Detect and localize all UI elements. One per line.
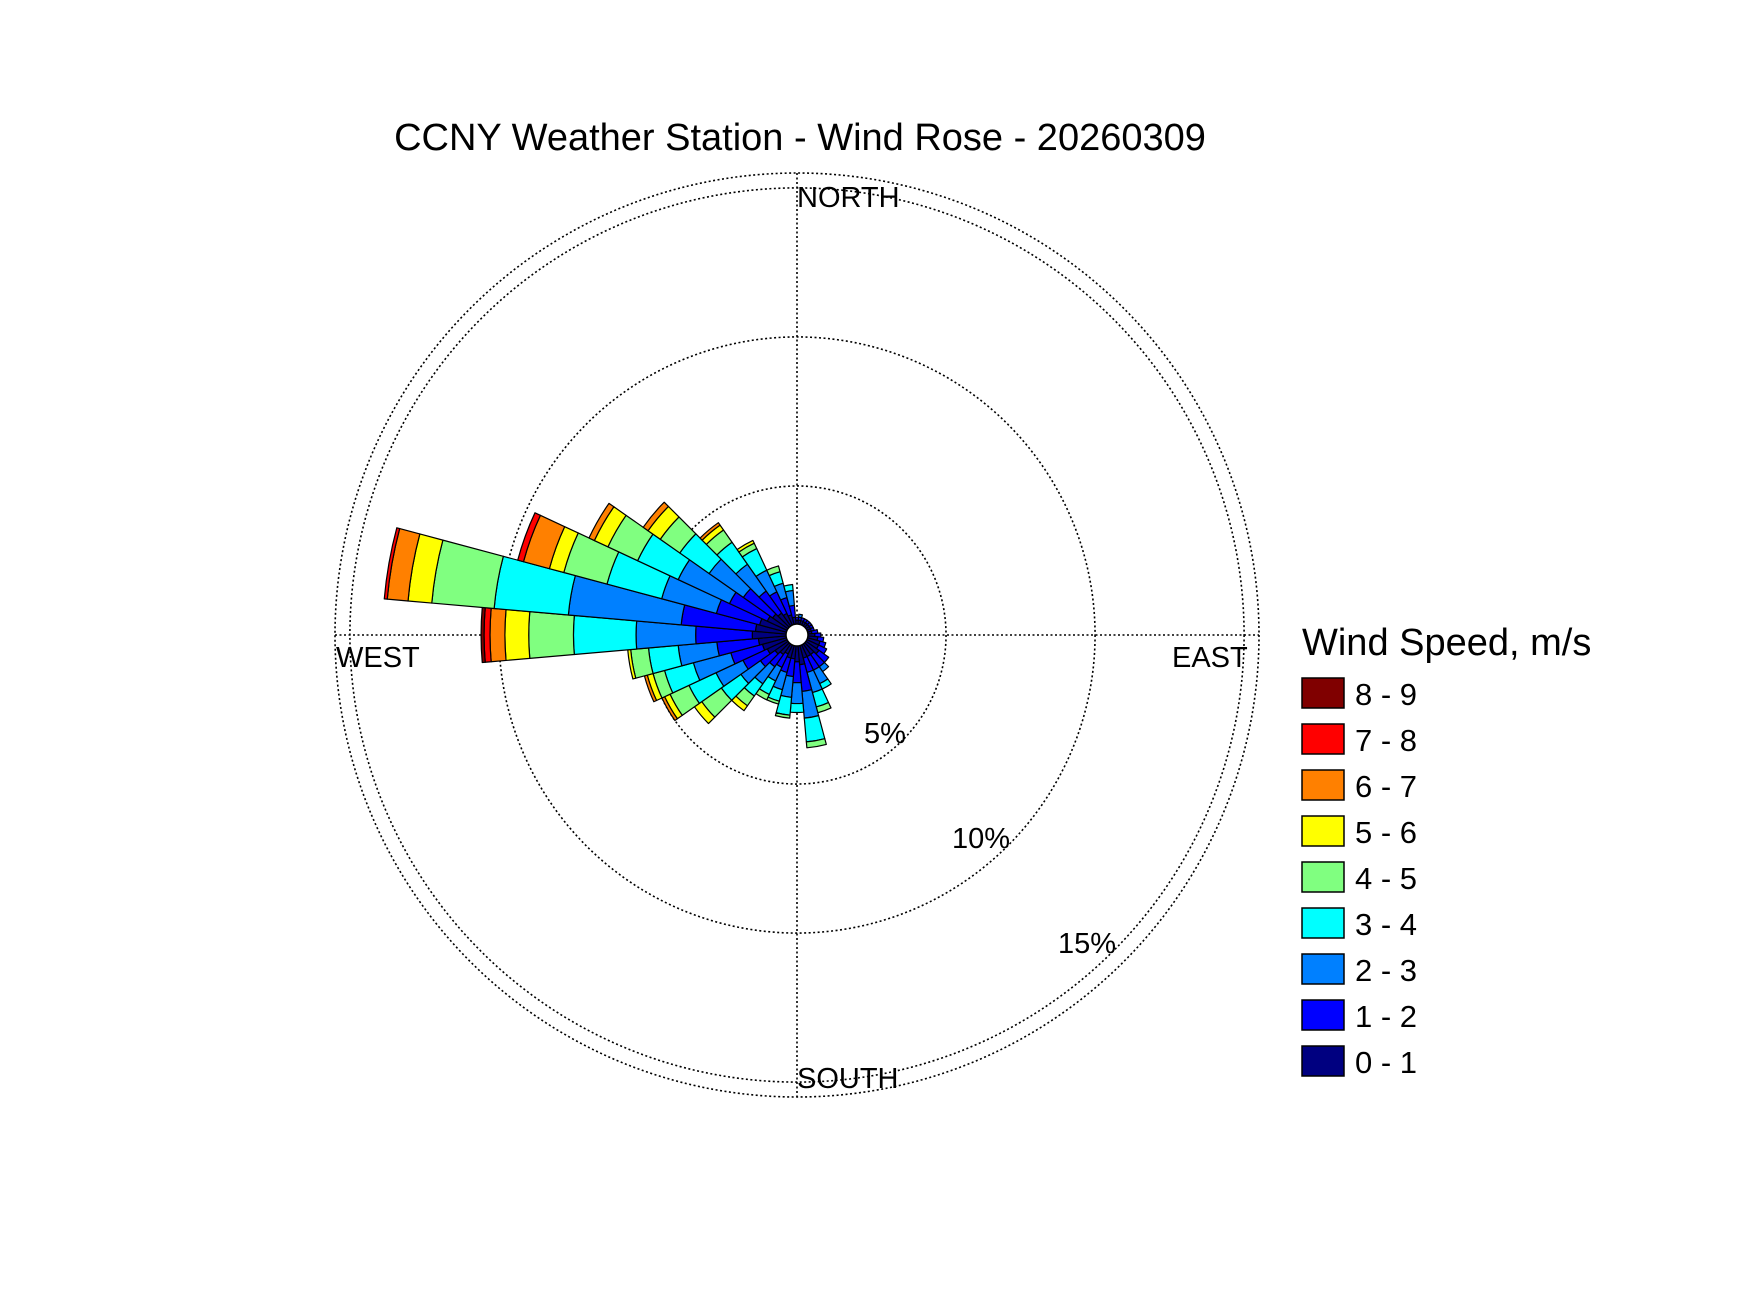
- legend-swatch: [1301, 861, 1345, 893]
- legend-label: 5 - 6: [1355, 815, 1417, 850]
- petal-330deg-bin-5: [736, 539, 755, 553]
- center-hole: [785, 623, 809, 647]
- ring-label-5: 5%: [864, 718, 906, 750]
- legend-swatch: [1301, 723, 1345, 755]
- petal-310deg-bin-6: [642, 501, 670, 532]
- legend-label: 8 - 9: [1355, 677, 1417, 712]
- petal-270deg-bin-4: [528, 611, 575, 659]
- direction-label-south: SOUTH: [797, 1063, 899, 1095]
- legend-title: Wind Speed, m/s: [1302, 622, 1591, 664]
- chart-title: CCNY Weather Station - Wind Rose - 20260…: [394, 117, 1206, 159]
- petal-280deg-bin-7: [383, 527, 401, 600]
- petal-170deg-bin-3: [803, 715, 826, 743]
- legend-swatch: [1301, 907, 1345, 939]
- legend-label: 0 - 1: [1355, 1045, 1417, 1080]
- petal-320deg-bin-6: [699, 522, 721, 541]
- ring-label-10: 10%: [952, 823, 1010, 855]
- petal-280deg-bin-4: [431, 539, 504, 610]
- petal-180deg-bin-3: [789, 702, 805, 714]
- petal-290deg-bin-7: [517, 512, 541, 563]
- ring-label-15: 15%: [1058, 928, 1116, 960]
- legend-swatch: [1301, 815, 1345, 847]
- legend-swatch: [1301, 677, 1345, 709]
- direction-label-west: WEST: [336, 642, 420, 674]
- legend-label: 1 - 2: [1355, 999, 1417, 1034]
- petal-300deg-bin-6: [588, 502, 615, 542]
- petal-170deg-bin-4: [805, 738, 827, 749]
- legend-swatch: [1301, 999, 1345, 1031]
- petal-270deg-bin-3: [572, 614, 638, 656]
- direction-label-north: NORTH: [797, 182, 900, 214]
- legend-label: 4 - 5: [1355, 861, 1417, 896]
- petal-10deg-bin-2: [797, 613, 803, 619]
- petal-190deg-bin-4: [774, 712, 791, 719]
- legend-label: 7 - 8: [1355, 723, 1417, 758]
- petal-350deg-bin-3: [783, 583, 794, 593]
- legend-swatch: [1301, 1045, 1345, 1077]
- wind-rose-petals: [383, 501, 832, 749]
- petal-340deg-bin-4: [766, 565, 781, 577]
- petal-270deg-bin-5: [504, 608, 531, 662]
- legend-label: 3 - 4: [1355, 907, 1417, 942]
- legend: Wind Speed, m/s 8 - 9 7 - 8 6 - 7 5 - 6 4 - …: [1301, 622, 1591, 1080]
- legend-label: 6 - 7: [1355, 769, 1417, 804]
- legend-swatch: [1301, 769, 1345, 801]
- petal-270deg-bin-8: [480, 606, 486, 664]
- petal-270deg-bin-6: [489, 607, 507, 663]
- legend-label: 2 - 3: [1355, 953, 1417, 988]
- legend-swatch: [1301, 953, 1345, 985]
- direction-label-east: EAST: [1172, 642, 1248, 674]
